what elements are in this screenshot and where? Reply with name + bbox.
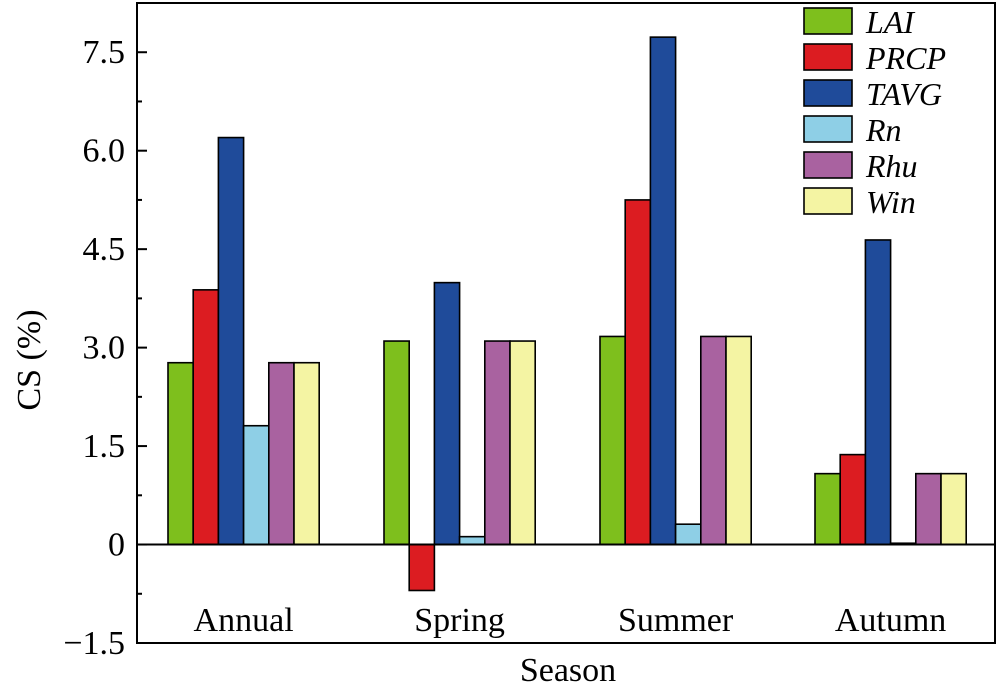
- bar-rhu-spring: [483, 340, 511, 546]
- legend-swatch-rn: [803, 115, 853, 143]
- x-axis-title: Season: [520, 652, 616, 686]
- x-category-label: Spring: [414, 602, 505, 639]
- legend-swatch-rhu: [803, 151, 853, 179]
- bar-tavg-annual: [217, 136, 245, 546]
- legend-label-lai: LAI: [865, 4, 915, 40]
- bar-win-autumn: [940, 472, 968, 546]
- bar-tavg-spring: [433, 281, 461, 546]
- y-tick-label: 4.5: [83, 231, 126, 268]
- bar-tavg-autumn: [864, 239, 892, 546]
- plot-frame: [136, 2, 996, 644]
- legend-swatch-win: [803, 187, 853, 215]
- bar-rhu-summer: [699, 335, 727, 546]
- bar-lai-annual: [167, 361, 195, 546]
- x-category-label: Annual: [194, 602, 294, 639]
- bar-prcp-autumn: [839, 453, 867, 546]
- y-tick-label: 0: [108, 527, 125, 564]
- bar-prcp-summer: [624, 199, 652, 546]
- legend-label-rhu: Rhu: [865, 148, 918, 184]
- bar-rn-summer: [674, 523, 702, 546]
- legend-label-prcp: PRCP: [865, 40, 946, 76]
- bar-rhu-annual: [267, 361, 295, 546]
- y-tick-label: 1.5: [83, 428, 126, 465]
- bar-rn-annual: [242, 424, 270, 546]
- bar-lai-spring: [383, 340, 411, 546]
- legend-swatch-tavg: [803, 79, 853, 107]
- legend-swatch-prcp: [803, 43, 853, 71]
- bar-win-spring: [509, 340, 537, 546]
- bar-win-summer: [725, 335, 753, 546]
- y-tick-label: 3.0: [83, 330, 126, 367]
- bar-win-annual: [293, 361, 321, 546]
- x-category-label: Autumn: [835, 602, 946, 639]
- legend-label-win: Win: [866, 184, 916, 220]
- legend-swatch-lai: [803, 7, 853, 35]
- plot-area: [136, 2, 996, 644]
- legend-label-tavg: TAVG: [866, 76, 942, 112]
- x-category-label: Summer: [618, 602, 734, 639]
- bar-prcp-spring: [408, 543, 436, 592]
- legend-label-rn: Rn: [865, 112, 902, 148]
- bar-rhu-autumn: [914, 472, 942, 546]
- bar-lai-summer: [599, 335, 627, 546]
- bar-rn-spring: [458, 535, 486, 546]
- y-axis-title: CS (%): [11, 309, 48, 410]
- y-tick-label: 7.5: [83, 34, 126, 71]
- y-tick-label: 6.0: [83, 133, 126, 170]
- bar-tavg-summer: [649, 36, 677, 546]
- axes: −1.5 0 1.5 3.0 4.5 6.0 7.5 Annual Spring Summer Au…: [63, 34, 995, 662]
- bar-prcp-annual: [192, 289, 220, 546]
- bar-lai-autumn: [814, 472, 842, 546]
- y-tick-label: −1.5: [63, 625, 125, 662]
